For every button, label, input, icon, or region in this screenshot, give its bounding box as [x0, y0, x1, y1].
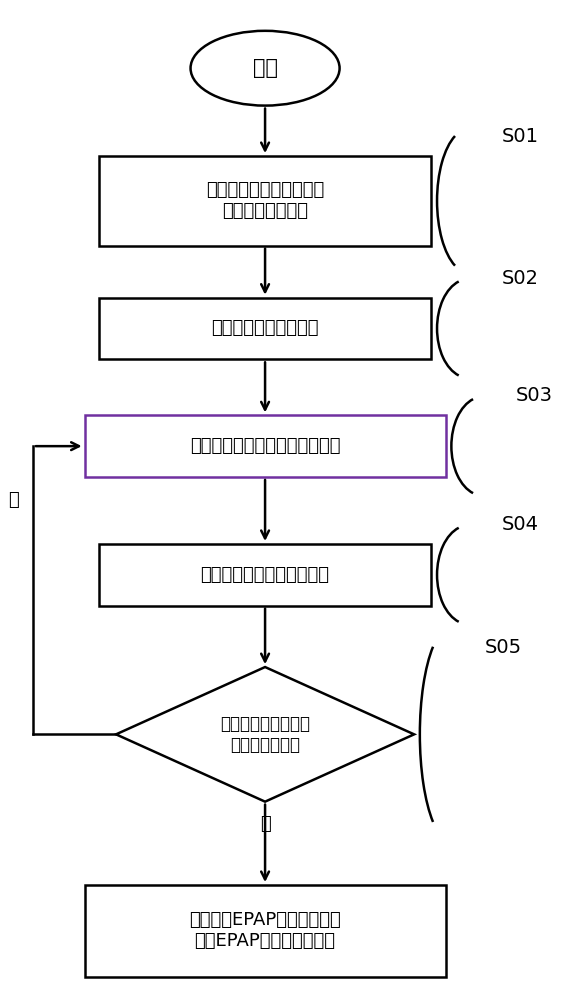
Text: 采集用户在预设时间段内
呼吸时的呼吸信号: 采集用户在预设时间段内 呼吸时的呼吸信号	[206, 181, 324, 220]
Text: 采集调整后的用户呼吸信号: 采集调整后的用户呼吸信号	[200, 566, 329, 584]
Text: 否: 否	[8, 491, 18, 509]
Polygon shape	[116, 667, 414, 802]
Text: 判断调整后的呼吸指
标特征是否恶化: 判断调整后的呼吸指 标特征是否恶化	[220, 715, 310, 754]
Text: 提取呼吸指标特征信号: 提取呼吸指标特征信号	[211, 319, 319, 337]
FancyBboxPatch shape	[85, 885, 446, 977]
Text: S02: S02	[502, 269, 539, 288]
Text: 停止增大EPAP的下探程度，
并将EPAP回升到一预设值: 停止增大EPAP的下探程度， 并将EPAP回升到一预设值	[189, 911, 341, 950]
Text: S03: S03	[516, 386, 553, 405]
Text: S01: S01	[502, 127, 539, 146]
Ellipse shape	[191, 31, 340, 106]
Text: S05: S05	[484, 638, 521, 657]
FancyBboxPatch shape	[99, 156, 431, 246]
FancyBboxPatch shape	[85, 415, 446, 477]
FancyBboxPatch shape	[99, 298, 431, 359]
FancyBboxPatch shape	[99, 544, 431, 606]
Text: 是: 是	[260, 815, 271, 833]
Text: 开始: 开始	[252, 58, 278, 78]
Text: 调整呼吸机的呼气阶段气道正压: 调整呼吸机的呼气阶段气道正压	[190, 437, 340, 455]
Text: S04: S04	[502, 515, 539, 534]
